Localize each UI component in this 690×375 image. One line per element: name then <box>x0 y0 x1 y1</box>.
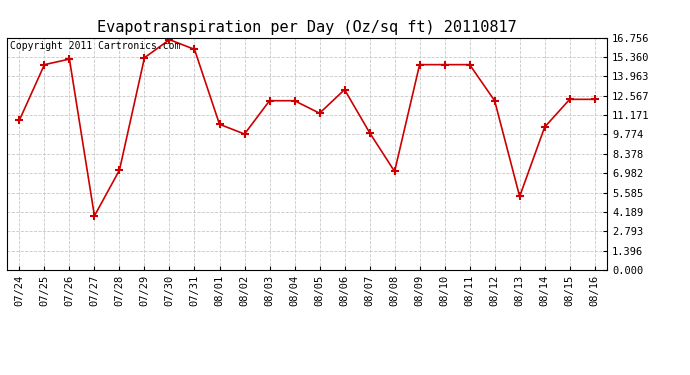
Text: Copyright 2011 Cartronics.com: Copyright 2011 Cartronics.com <box>10 41 180 51</box>
Title: Evapotranspiration per Day (Oz/sq ft) 20110817: Evapotranspiration per Day (Oz/sq ft) 20… <box>97 20 517 35</box>
